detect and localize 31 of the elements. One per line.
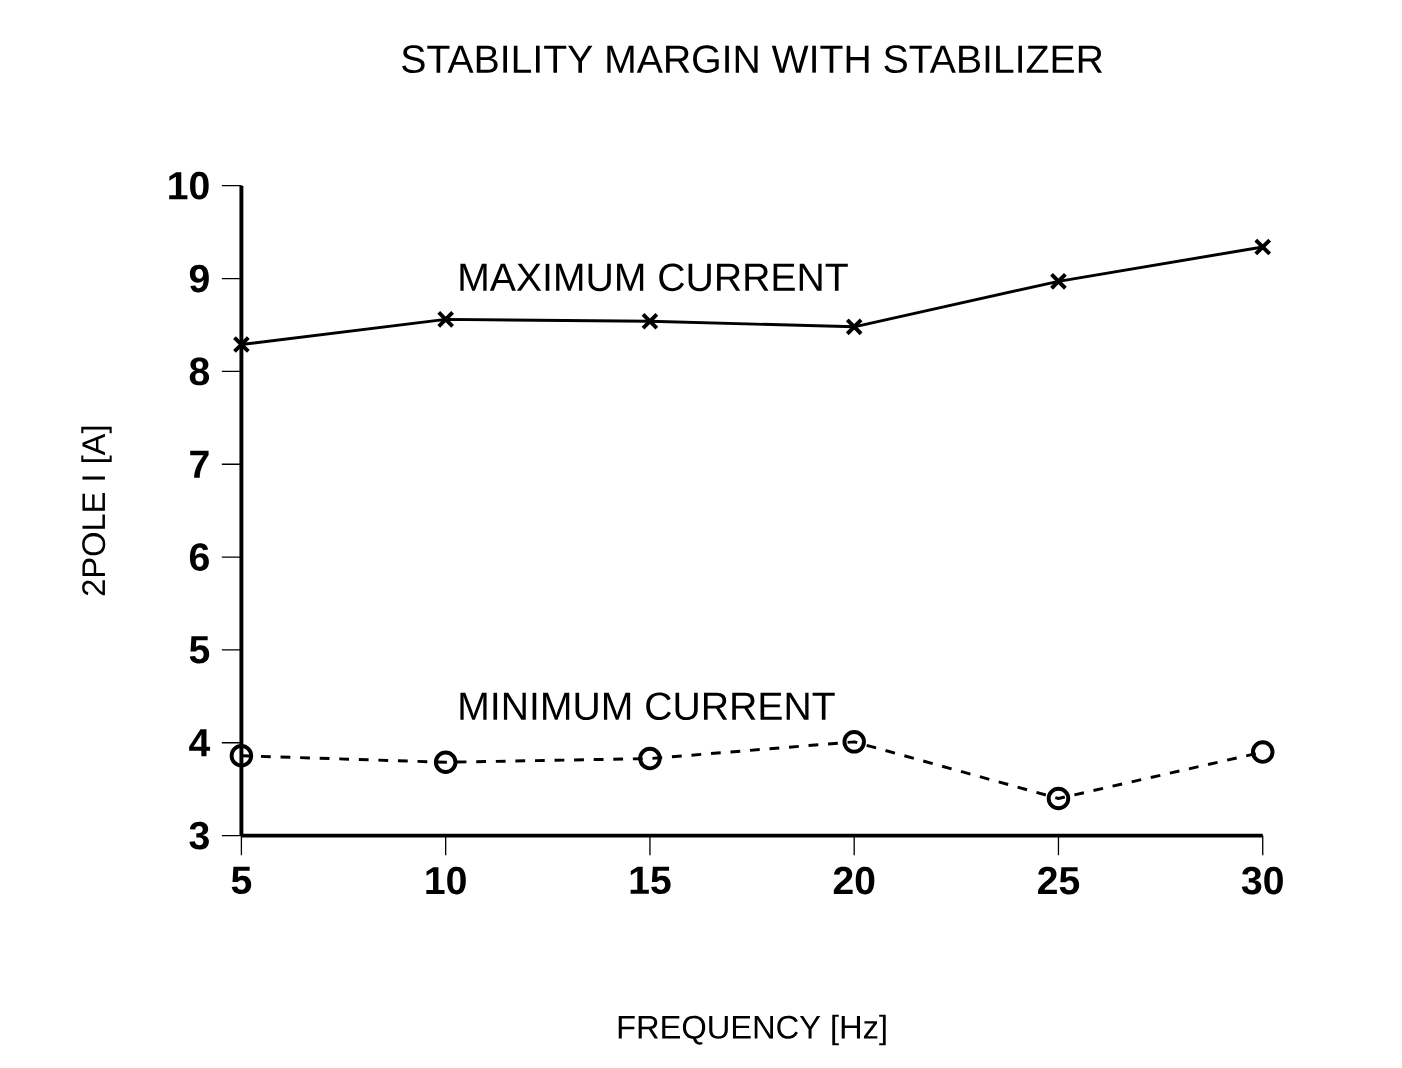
series-label: MAXIMUM CURRENT bbox=[460, 263, 848, 292]
point bbox=[641, 312, 659, 331]
point bbox=[842, 730, 866, 754]
x-tick-label: 30 bbox=[1241, 866, 1283, 895]
y-tick-label: 7 bbox=[190, 450, 209, 478]
series-label: MINIMUM CURRENT bbox=[460, 692, 835, 721]
point bbox=[436, 310, 455, 329]
y-tick-label: 10 bbox=[169, 171, 209, 200]
y-tick-label: 8 bbox=[189, 357, 210, 386]
y-tick-label: 3 bbox=[189, 821, 209, 850]
point bbox=[232, 335, 251, 354]
point bbox=[229, 744, 254, 768]
point bbox=[433, 750, 458, 775]
point bbox=[1049, 272, 1068, 291]
chart-title: STABILITY MARGIN WITH STABILIZER bbox=[402, 45, 1103, 74]
y-tick-label: 9 bbox=[189, 264, 209, 293]
point bbox=[1253, 238, 1272, 256]
y-tick-label: 6 bbox=[189, 543, 209, 572]
x-tick-label: 15 bbox=[630, 866, 671, 895]
point bbox=[845, 318, 864, 336]
point bbox=[1250, 740, 1275, 764]
point bbox=[638, 746, 662, 771]
y-tick-label: 4 bbox=[189, 729, 211, 757]
x-tick-label: 5 bbox=[231, 866, 252, 895]
x-tick-label: 10 bbox=[426, 866, 466, 895]
point bbox=[1046, 786, 1071, 811]
y-tick-label: 5 bbox=[189, 636, 210, 664]
x-axis-title: FREQUENCY [Hz] bbox=[618, 1014, 886, 1046]
y-axis-title: 2POLE I [A] bbox=[81, 426, 112, 596]
x-tick-label: 25 bbox=[1038, 866, 1080, 895]
x-tick-label: 20 bbox=[833, 866, 875, 895]
